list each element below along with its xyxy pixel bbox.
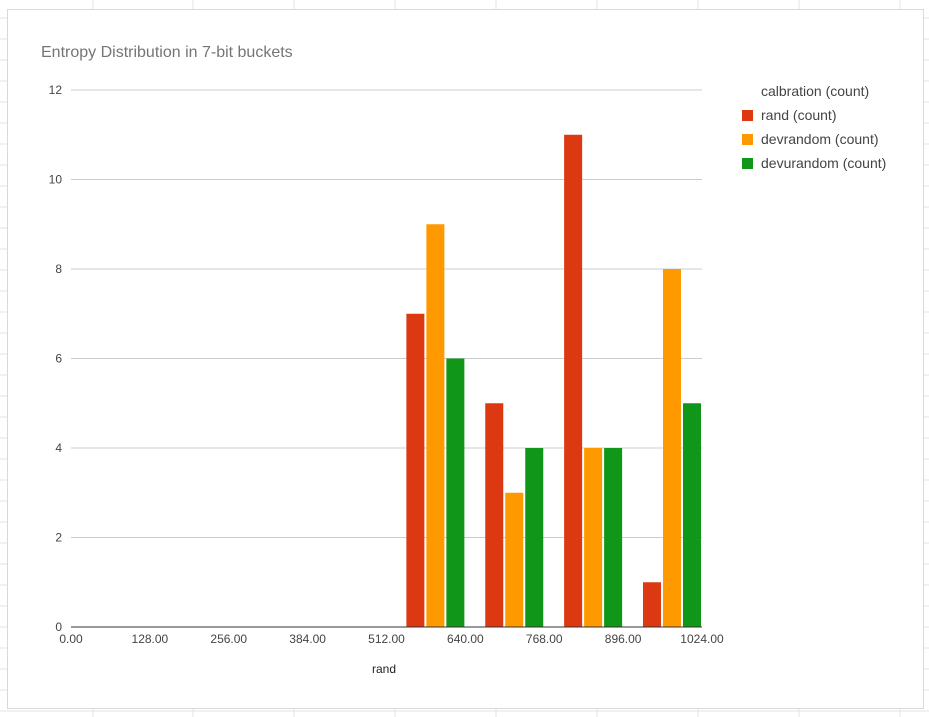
bar-rand-768 <box>485 403 504 627</box>
y-tick-label: 12 <box>49 83 63 97</box>
bar-devurandom-896 <box>604 448 623 627</box>
bar-devrandom-640 <box>426 224 445 627</box>
chart-container[interactable]: Entropy Distribution in 7-bit buckets 0.… <box>7 9 924 709</box>
legend-swatch <box>742 134 753 145</box>
bar-rand-896 <box>564 134 583 627</box>
x-tick-label: 384.00 <box>289 632 326 646</box>
bar-devurandom-768 <box>525 448 544 627</box>
x-tick-labels: 0.00 128.00 256.00 384.00 512.00 640.00 768.00… <box>59 632 724 646</box>
legend-label: devurandom (count) <box>761 155 886 171</box>
x-tick-label: 512.00 <box>368 632 405 646</box>
y-tick-label: 2 <box>55 531 62 545</box>
y-tick-label: 10 <box>49 173 63 187</box>
bars <box>406 134 701 627</box>
legend-swatch <box>742 158 753 169</box>
x-tick-label: 1024.00 <box>680 632 724 646</box>
chart-canvas: Entropy Distribution in 7-bit buckets 0.… <box>41 44 886 676</box>
y-tick-label: 0 <box>55 620 62 634</box>
y-tick-label: 4 <box>55 441 62 455</box>
legend: calbration (count) rand (count) devrandom … <box>742 83 886 171</box>
legend-label: calbration (count) <box>761 83 869 99</box>
bar-devurandom-640 <box>446 358 465 627</box>
x-tick-label: 896.00 <box>605 632 642 646</box>
y-tick-label: 6 <box>55 352 62 366</box>
bar-rand-640 <box>406 313 425 627</box>
bar-rand-1024 <box>643 582 661 627</box>
bar-devrandom-768 <box>505 492 524 627</box>
legend-label: devrandom (count) <box>761 131 879 147</box>
chart-title: Entropy Distribution in 7-bit buckets <box>41 44 293 61</box>
x-tick-label: 256.00 <box>210 632 247 646</box>
bar-devrandom-1024 <box>663 269 681 627</box>
x-axis-title: rand <box>372 662 396 676</box>
x-tick-label: 640.00 <box>447 632 484 646</box>
x-tick-label: 0.00 <box>59 632 83 646</box>
y-tick-label: 8 <box>55 262 62 276</box>
legend-label: rand (count) <box>761 107 836 123</box>
x-tick-label: 128.00 <box>132 632 169 646</box>
legend-swatch <box>742 110 753 121</box>
bar-devurandom-1024 <box>683 403 701 627</box>
x-tick-label: 768.00 <box>526 632 563 646</box>
bar-devrandom-896 <box>584 448 603 627</box>
y-tick-labels: 0 2 4 6 8 10 12 <box>49 83 63 634</box>
